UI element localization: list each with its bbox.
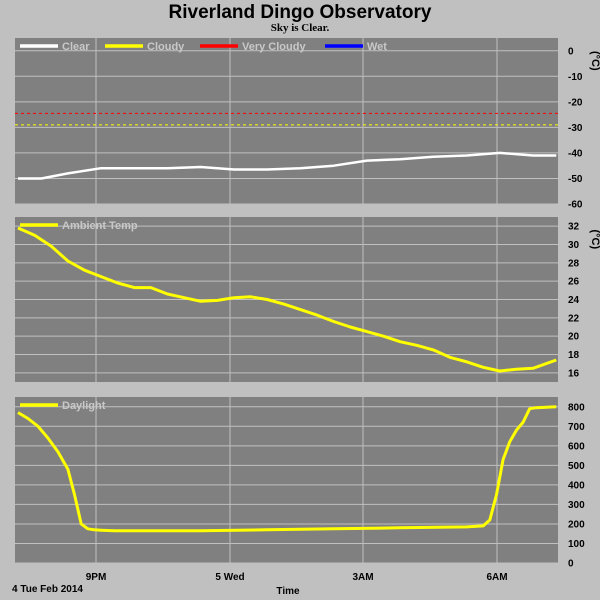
- y-tick-label: -50: [568, 174, 583, 185]
- x-tick-label: 3AM: [352, 572, 373, 583]
- y-tick-label: 18: [568, 350, 580, 361]
- y-tick-label: 0: [568, 46, 574, 57]
- y-tick-label: 32: [568, 222, 580, 233]
- y-tick-label: 28: [568, 258, 580, 269]
- y-unit-label: (°C): [589, 51, 600, 71]
- legend-label: Clear: [62, 41, 90, 53]
- legend-label: Cloudy: [147, 41, 185, 53]
- daylight-panel: 800 700 600 500 400 300 200 100 0 Daylight: [15, 397, 585, 570]
- y-tick-label: 24: [568, 295, 580, 306]
- y-tick-label: 800: [568, 402, 585, 413]
- plot-area: [15, 38, 558, 204]
- y-unit-label: (°C): [589, 230, 600, 250]
- series-line-daylight: [17, 405, 557, 533]
- y-tick-label: 30: [568, 240, 580, 251]
- y-tick-label: -10: [568, 72, 583, 83]
- y-tick-label: -60: [568, 200, 583, 211]
- sky-temp-panel: 0 -10 -20 -30 -40 -50 -60 (°C) Clear Cloudy Very C…: [15, 38, 600, 211]
- y-tick-label: -20: [568, 97, 583, 108]
- date-label: 4 Tue Feb 2014: [12, 584, 83, 595]
- y-tick-label: -40: [568, 148, 583, 159]
- y-tick-label: 20: [568, 332, 580, 343]
- legend-label: Wet: [367, 41, 387, 53]
- chart-subtitle: Sky is Clear.: [271, 22, 330, 34]
- x-tick-label: 6AM: [486, 572, 507, 583]
- y-tick-label: 700: [568, 422, 585, 433]
- y-tick-label: 16: [568, 368, 580, 379]
- x-axis-label: Time: [276, 586, 300, 597]
- y-tick-label: 400: [568, 480, 585, 491]
- plot-area: [15, 397, 558, 563]
- y-tick-label: 0: [568, 559, 574, 570]
- y-tick-label: 300: [568, 500, 585, 511]
- y-tick-label: 500: [568, 461, 585, 472]
- x-axis: 9PM 5 Wed 3AM 6AM: [86, 572, 508, 583]
- series-line-clear: [18, 151, 557, 180]
- x-tick-label: 9PM: [86, 572, 107, 583]
- legend-label: Very Cloudy: [242, 41, 306, 53]
- y-tick-label: 22: [568, 313, 580, 324]
- legend-label: Ambient Temp: [62, 220, 138, 232]
- y-tick-label: -30: [568, 123, 583, 134]
- series-line-ambient-temp: [17, 226, 557, 373]
- x-tick-label: 5 Wed: [215, 572, 244, 583]
- y-tick-label: 26: [568, 277, 580, 288]
- y-tick-label: 200: [568, 519, 585, 530]
- chart-title: Riverland Dingo Observatory: [169, 2, 432, 23]
- ambient-temp-panel: 32 30 28 26 24 22 20 18 16 (°C) Ambient Temp: [15, 217, 600, 382]
- y-tick-label: 600: [568, 441, 585, 452]
- y-tick-label: 100: [568, 539, 585, 550]
- legend-label: Daylight: [62, 400, 106, 412]
